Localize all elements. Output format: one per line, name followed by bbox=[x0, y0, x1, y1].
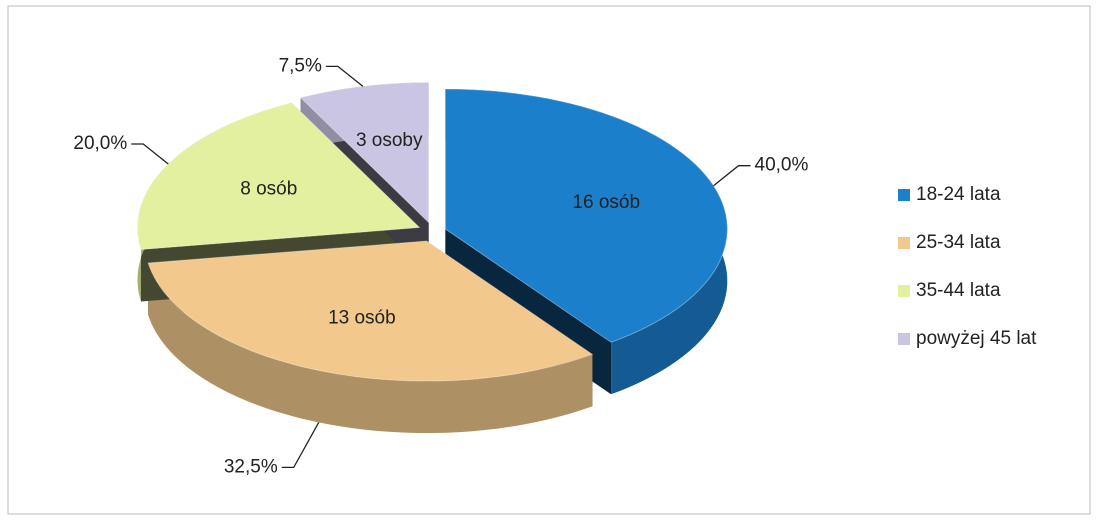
legend-swatch bbox=[898, 237, 910, 249]
inner-label: 13 osób bbox=[328, 308, 396, 329]
inner-label: 3 osoby bbox=[356, 130, 423, 151]
value-label: 20,0% bbox=[73, 133, 127, 154]
legend-swatch bbox=[898, 285, 910, 297]
value-label: 7,5% bbox=[279, 55, 322, 76]
leader-line bbox=[325, 65, 364, 87]
leader-line bbox=[713, 165, 751, 187]
slice bbox=[147, 240, 594, 382]
value-label: 40,0% bbox=[755, 155, 809, 176]
inner-label: 16 osób bbox=[572, 192, 640, 213]
legend-swatch bbox=[898, 333, 910, 345]
leader-line bbox=[281, 422, 320, 469]
slice-side bbox=[148, 262, 593, 434]
legend-label: 18-24 lata bbox=[916, 184, 1001, 205]
leader-line bbox=[131, 143, 169, 165]
value-label: 32,5% bbox=[224, 456, 278, 477]
inner-label: 8 osób bbox=[240, 178, 297, 199]
legend-label: powyżej 45 lat bbox=[916, 328, 1037, 349]
legend-swatch bbox=[898, 189, 910, 201]
legend-label: 25-34 lata bbox=[916, 232, 1001, 253]
legend-label: 35-44 lata bbox=[916, 280, 1001, 301]
